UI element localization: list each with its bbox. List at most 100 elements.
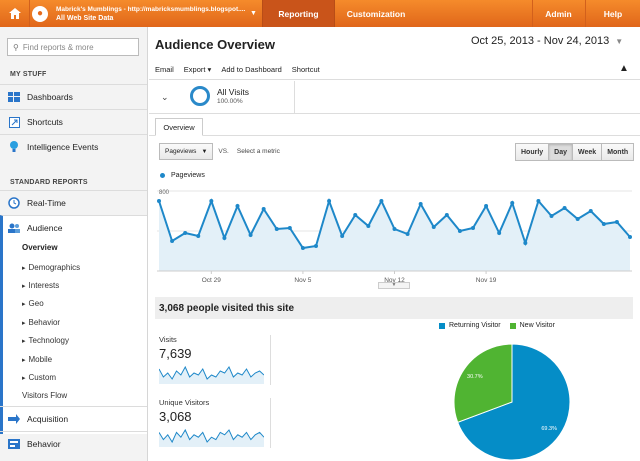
- dashboards-icon: [8, 91, 20, 103]
- data-point: [444, 213, 449, 217]
- clock-icon: [8, 197, 20, 209]
- sidebar-item-overview[interactable]: Overview: [22, 243, 58, 252]
- data-point: [628, 235, 632, 239]
- data-point: [418, 202, 423, 206]
- x-tick-label: Nov 5: [294, 277, 311, 284]
- series-area: [159, 201, 630, 271]
- sparkline-area: [159, 430, 264, 447]
- shortcut-button[interactable]: Shortcut: [291, 65, 320, 74]
- segment-percent: 100.00%: [217, 98, 243, 105]
- sparkline-line: [159, 365, 264, 380]
- report-toolbar: Email Export ▾ Add to Dashboard Shortcut…: [155, 63, 629, 74]
- data-point: [431, 225, 436, 229]
- data-point: [392, 227, 397, 231]
- lightbulb-icon: [8, 141, 20, 153]
- sidebar-item-shortcuts[interactable]: Shortcuts: [0, 109, 147, 134]
- sidebar: ⚲ Find reports & more MY STUFF Dashboard…: [0, 27, 148, 461]
- data-point: [157, 199, 161, 203]
- visits-stat: Visits 7,639: [159, 335, 271, 384]
- sidebar-item-label: Real-Time: [27, 198, 66, 208]
- metric-select[interactable]: Pageviews ▼: [159, 143, 214, 160]
- sidebar-item-behavior[interactable]: Behavior: [0, 431, 147, 456]
- month-button[interactable]: Month: [601, 143, 635, 161]
- data-point: [457, 229, 462, 233]
- search-input[interactable]: ⚲ Find reports & more: [7, 38, 139, 56]
- legend-dot: [160, 173, 165, 178]
- behavior-icon: [8, 438, 20, 450]
- nav-help[interactable]: Help: [585, 0, 640, 27]
- data-point: [170, 239, 175, 243]
- home-icon: [8, 8, 21, 19]
- people-icon: [8, 222, 20, 234]
- account-selector[interactable]: ● Mabrick's Mumblings - http://mabricksm…: [32, 2, 262, 25]
- email-button[interactable]: Email: [155, 65, 174, 74]
- nav-admin[interactable]: Admin: [532, 0, 584, 27]
- sidebar-item-dashboards[interactable]: Dashboards: [0, 84, 147, 109]
- day-button[interactable]: Day: [548, 143, 574, 161]
- section-my-stuff: MY STUFF: [10, 71, 47, 78]
- export-button[interactable]: Export ▾: [184, 65, 212, 74]
- date-range-text: Oct 25, 2013 - Nov 24, 2013: [471, 35, 610, 47]
- sparkline-line: [159, 428, 264, 444]
- chevron-down-icon: ▼: [201, 148, 208, 155]
- data-point: [405, 232, 410, 236]
- data-point: [484, 204, 489, 208]
- data-point: [183, 231, 188, 235]
- sidebar-item-real-time[interactable]: Real-Time: [0, 190, 147, 215]
- sidebar-item-mobile[interactable]: Mobile: [22, 355, 53, 364]
- sidebar-item-geo[interactable]: Geo: [22, 299, 44, 308]
- unique-visitors-value: 3,068: [159, 409, 192, 424]
- divider: [149, 113, 640, 114]
- data-point: [314, 244, 318, 248]
- segment-name: All Visits: [217, 87, 249, 97]
- chevron-down-icon: ▼: [250, 10, 257, 17]
- visits-sparkline: [159, 365, 264, 384]
- x-tick-label: Nov 12: [384, 277, 405, 284]
- sidebar-item-label: Audience: [27, 223, 63, 233]
- select-metric-link[interactable]: Select a metric: [236, 148, 280, 155]
- tab-overview[interactable]: Overview: [155, 118, 203, 136]
- data-point: [601, 222, 606, 226]
- nav-customization[interactable]: Customization: [346, 8, 406, 19]
- nav-reporting[interactable]: Reporting: [262, 0, 335, 27]
- search-icon: ⚲: [13, 42, 19, 52]
- data-point: [575, 217, 580, 221]
- sidebar-item-demographics[interactable]: Demographics: [22, 263, 81, 272]
- data-point: [196, 234, 201, 238]
- graduation-cap-icon[interactable]: ▲: [619, 63, 629, 74]
- page-title: Audience Overview: [155, 37, 275, 52]
- data-point: [510, 201, 515, 205]
- legend-returning: Returning Visitor: [439, 322, 501, 329]
- hourly-button[interactable]: Hourly: [515, 143, 550, 161]
- sidebar-item-visitors-flow[interactable]: Visitors Flow: [22, 391, 68, 400]
- top-bar: ● Mabrick's Mumblings - http://mabricksm…: [0, 0, 640, 27]
- sidebar-item-technology[interactable]: Technology: [22, 336, 69, 345]
- data-point: [235, 204, 240, 208]
- data-point: [523, 241, 528, 245]
- add-to-dashboard-button[interactable]: Add to Dashboard: [221, 65, 282, 74]
- visitor-type-pie-chart[interactable]: 69.3% 30.7%: [449, 339, 575, 461]
- legend-label: Returning Visitor: [449, 322, 501, 329]
- sidebar-item-interests[interactable]: Interests: [22, 281, 60, 290]
- home-button[interactable]: [0, 0, 30, 27]
- data-point: [536, 199, 541, 203]
- unique-visitors-stat: Unique Visitors 3,068: [159, 398, 271, 447]
- tab-baseline: [149, 135, 640, 136]
- data-point: [222, 236, 227, 240]
- week-button[interactable]: Week: [572, 143, 603, 161]
- sidebar-item-behavior-sub[interactable]: Behavior: [22, 318, 61, 327]
- sidebar-item-label: Dashboards: [27, 92, 73, 102]
- sidebar-item-intelligence-events[interactable]: Intelligence Events: [0, 134, 147, 159]
- divider: [270, 335, 271, 385]
- chart-resize-handle[interactable]: ▼: [378, 282, 410, 289]
- data-point: [549, 214, 554, 218]
- sidebar-item-acquisition[interactable]: Acquisition: [0, 406, 147, 431]
- y-tick-label: 800: [159, 190, 170, 196]
- data-point: [614, 220, 619, 224]
- date-range-picker[interactable]: Oct 25, 2013 - Nov 24, 2013 ▼: [471, 35, 623, 47]
- chevron-down-icon[interactable]: ⌄: [161, 92, 169, 102]
- view-name: All Web Site Data: [56, 14, 114, 22]
- sidebar-item-audience[interactable]: Audience: [0, 215, 147, 240]
- sidebar-item-custom[interactable]: Custom: [22, 373, 57, 382]
